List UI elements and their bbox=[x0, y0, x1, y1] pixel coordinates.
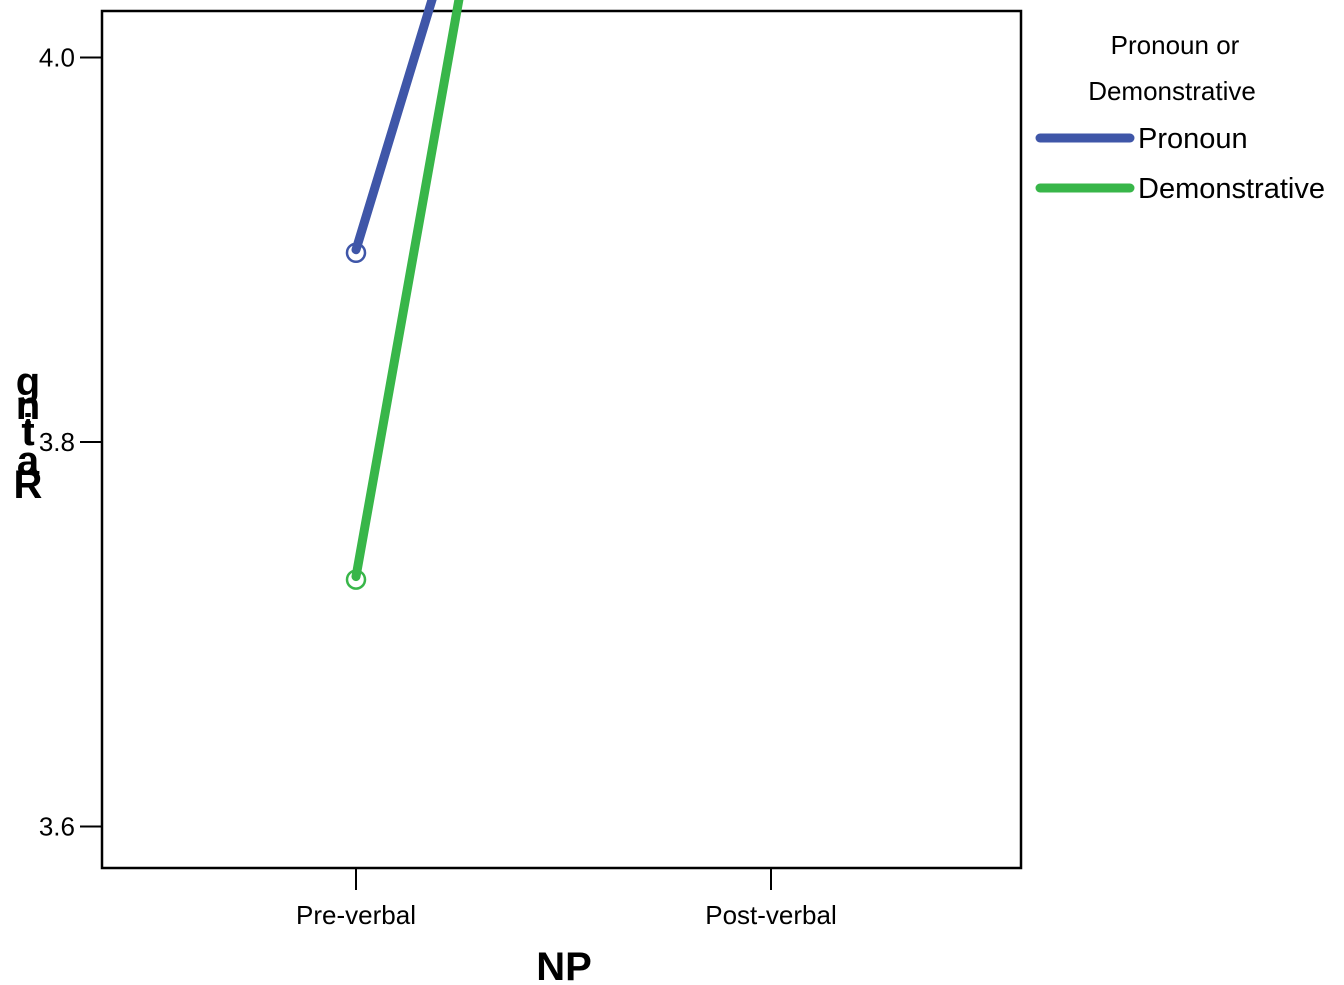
legend-label: Pronoun bbox=[1138, 123, 1248, 155]
x-tick-label: Pre-verbal bbox=[296, 900, 416, 930]
y-axis-title-char: a bbox=[17, 439, 40, 483]
series-demonstrative bbox=[345, 0, 464, 590]
series-pronoun bbox=[345, 0, 437, 263]
y-axis-title-char: n bbox=[16, 384, 40, 428]
x-tick-label: Post-verbal bbox=[705, 900, 837, 930]
legend: Pronoun or Demonstrative Pronoun Demonstr… bbox=[1035, 30, 1325, 205]
y-axis: 3.63.84.04.24.44.64.85.0 bbox=[39, 43, 102, 842]
legend-title-line-1: Pronoun or bbox=[1111, 30, 1240, 60]
plot-frame bbox=[100, 9, 1023, 870]
series-line bbox=[351, 0, 464, 582]
y-axis-title-char: t bbox=[21, 410, 34, 454]
legend-title-line-2: Demonstrative bbox=[1088, 76, 1256, 106]
x-axis: Pre-verbal Post-verbal bbox=[296, 868, 837, 930]
y-axis-title-char: R bbox=[14, 463, 43, 507]
y-axis-title-char: g bbox=[16, 360, 40, 404]
series-line bbox=[351, 0, 437, 255]
data-point-marker bbox=[345, 569, 367, 590]
series-layer bbox=[345, 0, 464, 590]
data-point-marker bbox=[345, 242, 367, 263]
y-tick-label: 4.0 bbox=[39, 43, 75, 73]
y-tick-label: 3.6 bbox=[39, 812, 75, 842]
legend-label: Demonstrative bbox=[1138, 173, 1325, 205]
y-tick-label: 3.8 bbox=[39, 427, 75, 457]
y-axis-title-char: i bbox=[22, 407, 33, 451]
x-axis-title: NP bbox=[536, 945, 592, 985]
